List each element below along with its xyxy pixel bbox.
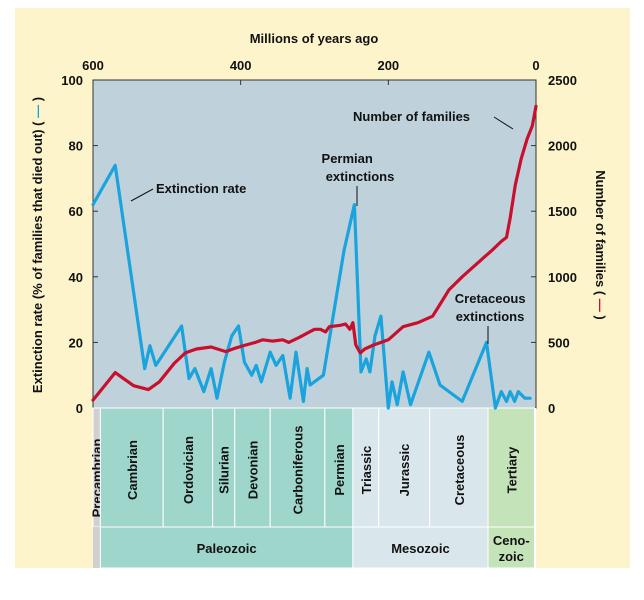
right-axis-title-text: Number of families ( [593, 170, 608, 296]
left-tick-label-0: 0 [76, 401, 83, 416]
period-label-permian: Permian [332, 444, 347, 495]
x-tick-label-400: 400 [230, 58, 252, 73]
x-tick-label-200: 200 [377, 58, 399, 73]
plot-area [92, 79, 537, 409]
era-label-line-0: Ceno- [493, 533, 530, 548]
right-tick-label-2000: 2000 [548, 139, 577, 154]
period-label-jurassic: Jurassic [397, 444, 412, 497]
period-label-cambrian: Cambrian [125, 440, 140, 500]
x-tick-label-0: 0 [532, 58, 539, 73]
right-axis-title: Number of families ( — ) [593, 170, 608, 320]
series-line-families [91, 104, 538, 402]
era-label-paleozoic: Paleozoic [197, 541, 257, 556]
annotation-extinction-rate: Extinction rate [156, 181, 246, 196]
period-band: Precambrian Cambrian Ordovician Silurian Dev… [90, 407, 536, 568]
left-tick-label-40: 40 [69, 270, 83, 285]
left-tick-label-60: 60 [69, 204, 83, 219]
period-label-ordovician: Ordovician [181, 436, 196, 504]
period-cell-cambrian [99, 407, 164, 528]
period-label-triassic: Triassic [359, 446, 374, 494]
right-tick-label-500: 500 [548, 335, 570, 350]
annotation-extinction-rate-leader [130, 188, 154, 202]
left-tick-label-100: 100 [61, 73, 83, 88]
era-cell-precambrian [93, 527, 101, 568]
annotation-permian-line-1: Permian [322, 151, 373, 166]
annotation-number-of-families: Number of families [353, 109, 470, 124]
era-band: Paleozoic Mesozoic Ceno-zoic [93, 526, 536, 569]
x-axis-title: Millions of years ago [250, 31, 379, 46]
tick-labels: 600 400 200 0020406080100050010001500200025… [61, 58, 577, 416]
annotation-cretaceous: Cretaceous extinctions [455, 291, 529, 324]
left-axis-key: — [30, 101, 45, 121]
right-tick-label-1500: 1500 [548, 204, 577, 219]
annotation-permian: Permian extinctions [322, 151, 395, 184]
period-label-tertiary: Tertiary [504, 446, 519, 493]
era-label-line-1: zoic [499, 549, 524, 564]
era-cell-cenozoic [487, 526, 536, 569]
x-tick-label-600: 600 [82, 58, 104, 73]
period-cell-ordovician [162, 407, 214, 528]
era-cell-paleozoic [99, 526, 354, 569]
left-tick-label-80: 80 [69, 139, 83, 154]
annotation-permian-line-2: extinctions [326, 169, 395, 184]
right-tick-label-0: 0 [548, 401, 555, 416]
annotation-number-of-families-leader [493, 116, 514, 130]
quaternary-sliver [534, 408, 536, 568]
right-axis-title-end: ) [593, 315, 608, 319]
period-label-silurian: Silurian [217, 446, 232, 494]
left-axis-title: Extinction rate (% of families that died… [30, 97, 45, 393]
annotation-cretaceous-line-1: Cretaceous [455, 291, 526, 306]
left-axis-title-text: Extinction rate (% of families that died… [30, 121, 45, 393]
era-label-mesozoic: Mesozoic [391, 541, 450, 556]
period-cell-carboniferous [269, 407, 326, 528]
era-label-cenozoic: Ceno-zoic [493, 533, 530, 564]
period-label-devonian: Devonian [245, 441, 260, 500]
period-cell-jurassic [378, 407, 431, 528]
right-tick-label-2500: 2500 [548, 73, 577, 88]
right-tick-label-1000: 1000 [548, 270, 577, 285]
left-tick-label-20: 20 [69, 335, 83, 350]
annotation-cretaceous-line-2: extinctions [456, 309, 525, 324]
series-layer [91, 104, 538, 410]
left-axis-title-end: ) [30, 97, 45, 101]
series-line-extinction [91, 163, 532, 410]
period-cell-permian [324, 407, 354, 528]
right-axis-key: — [593, 295, 608, 315]
period-label-cretaceous: Cretaceous [452, 435, 467, 506]
period-label-carboniferous: Carboniferous [291, 426, 306, 515]
